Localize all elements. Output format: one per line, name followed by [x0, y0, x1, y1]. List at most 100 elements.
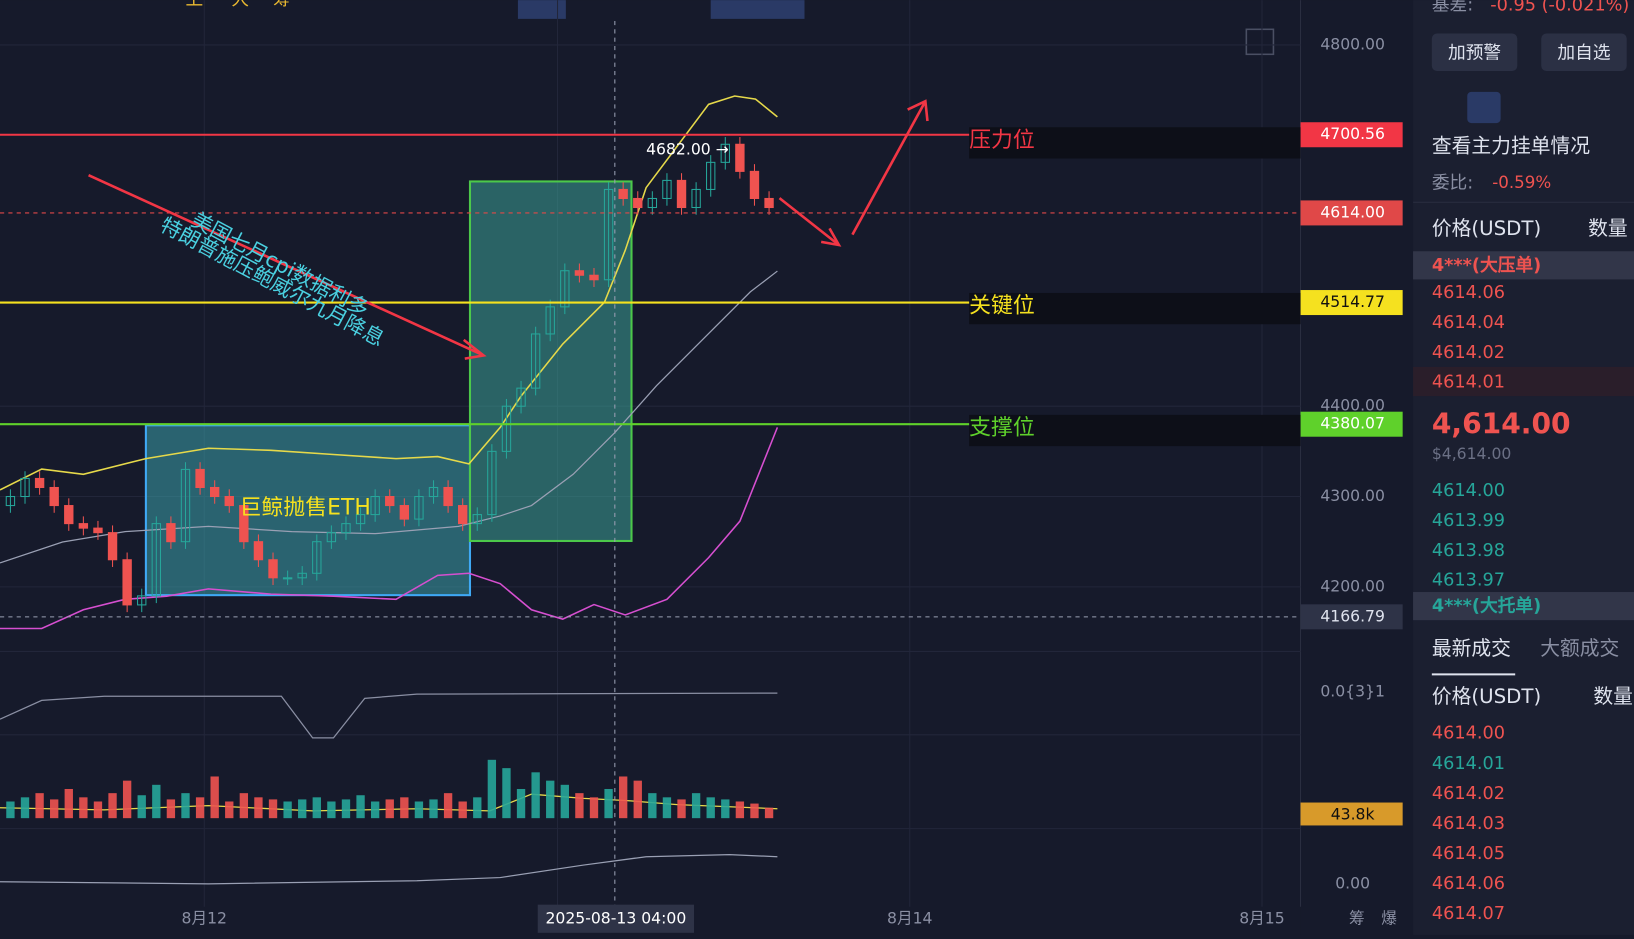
- ratio-value: -0.59%: [1492, 173, 1551, 192]
- time-label: 8月14: [887, 909, 933, 928]
- candle-body: [472, 514, 482, 525]
- volume-bar: [648, 793, 657, 819]
- last-usd: $4,614.00: [1432, 444, 1512, 463]
- candle-body: [706, 161, 716, 190]
- candle-body: [545, 306, 555, 335]
- ratio-label: 委比:: [1432, 173, 1473, 194]
- candle-body: [209, 486, 220, 498]
- volume-bar: [64, 788, 73, 819]
- trade-price: 4614.05: [1432, 844, 1505, 864]
- volume-bar: [589, 797, 599, 819]
- side-panel: [1413, 0, 1634, 935]
- candle-body: [647, 197, 658, 209]
- button-label[interactable]: 加自选: [1557, 42, 1610, 63]
- volume-bar: [166, 799, 176, 819]
- expand-icon[interactable]: [1245, 28, 1275, 56]
- level-tag: [1300, 411, 1403, 437]
- level-label: 4514.77: [1320, 292, 1385, 311]
- price-tick: 4400.00: [1320, 396, 1385, 415]
- side-tab[interactable]: 爆: [1381, 909, 1397, 928]
- big-bid: 4***(大托单): [1432, 595, 1541, 617]
- side-tab[interactable]: 筹: [1349, 909, 1365, 928]
- book-price: 4613.99: [1432, 511, 1505, 531]
- candle-body: [49, 486, 59, 507]
- candle-body: [312, 541, 322, 574]
- level-name: 支撑位: [969, 415, 1035, 440]
- trade-tab[interactable]: 大额成交: [1540, 637, 1619, 660]
- volume-label: 43.8k: [1331, 805, 1375, 824]
- ask-highlight: [1413, 366, 1634, 397]
- candle-body: [749, 170, 760, 199]
- candle-body: [297, 572, 307, 579]
- button[interactable]: [1431, 33, 1518, 71]
- book-header: 价格(USDT): [1432, 217, 1541, 240]
- level-tag: [1300, 290, 1403, 316]
- volume-bar: [706, 797, 715, 819]
- volume-bar: [181, 793, 190, 819]
- book-price: 4613.97: [1432, 571, 1505, 591]
- volume-bar: [633, 780, 642, 819]
- candle-body: [428, 486, 439, 498]
- volume-bar: [254, 797, 263, 819]
- candle-body: [574, 270, 585, 276]
- volume-bar: [677, 799, 686, 819]
- volume-bar: [50, 799, 59, 819]
- candle-body: [516, 387, 526, 407]
- volume-bar: [764, 807, 774, 819]
- candle-body: [180, 468, 191, 543]
- volume-bar: [35, 793, 44, 819]
- trade-tab[interactable]: 最新成交: [1432, 637, 1511, 660]
- toolbar-tab[interactable]: 筹: [273, 0, 291, 10]
- price-tick: 4300.00: [1320, 486, 1385, 505]
- macd-label: 0.00: [1335, 873, 1370, 892]
- volume-bar: [239, 793, 249, 819]
- volume-bar: [20, 797, 30, 819]
- trade-price: 4614.01: [1432, 754, 1505, 774]
- volume-bar: [122, 780, 132, 819]
- tool-active[interactable]: [710, 0, 805, 19]
- toolbar-tab[interactable]: 上: [185, 0, 203, 10]
- button-label[interactable]: 加预警: [1448, 42, 1501, 63]
- candle-body: [34, 477, 45, 489]
- time-label: 8月12: [182, 909, 227, 928]
- candle-body: [530, 333, 541, 389]
- volume-bar: [93, 801, 103, 819]
- price-axis-bg: [1300, 0, 1414, 935]
- volume-bar: [210, 776, 219, 819]
- annotation: 巨鲸抛售ETH: [240, 496, 371, 521]
- cpi-box: [468, 180, 633, 543]
- candle-body: [224, 496, 234, 507]
- trade-price: 4614.06: [1432, 874, 1505, 894]
- crosshair-label: 4166.79: [1320, 606, 1385, 625]
- volume-bar: [604, 788, 613, 819]
- volume-bar: [400, 797, 409, 819]
- volume-bar: [356, 795, 365, 819]
- time-label: 8月15: [1239, 909, 1284, 928]
- candle-body: [603, 188, 614, 281]
- volume-bar: [516, 788, 526, 819]
- book-price: 4613.98: [1432, 541, 1505, 561]
- big-order-bg: [1413, 592, 1634, 621]
- candle-body: [78, 523, 89, 529]
- volume-bar: [473, 797, 482, 819]
- volume-bar: [341, 799, 351, 819]
- volume-bar: [195, 797, 205, 819]
- button[interactable]: [1541, 33, 1627, 71]
- level-label: 4380.07: [1320, 414, 1385, 433]
- candle-body: [326, 532, 337, 543]
- depth-link[interactable]: 查看主力挂单情况: [1432, 135, 1590, 158]
- toolbar-tab[interactable]: 大: [231, 0, 249, 10]
- candle-body: [341, 523, 351, 534]
- candle-body: [239, 505, 249, 543]
- candle-body: [107, 532, 118, 561]
- volume-bar: [575, 793, 584, 819]
- big-order-bg: [1413, 251, 1634, 280]
- crosshair-tag: [1300, 604, 1403, 630]
- last-price: 4,614.00: [1432, 407, 1571, 440]
- view-toggle[interactable]: [1467, 91, 1501, 124]
- volume-bar: [546, 780, 555, 819]
- trade-price: 4614.00: [1432, 724, 1505, 744]
- candle-body: [151, 523, 162, 597]
- tool-active[interactable]: [517, 0, 566, 19]
